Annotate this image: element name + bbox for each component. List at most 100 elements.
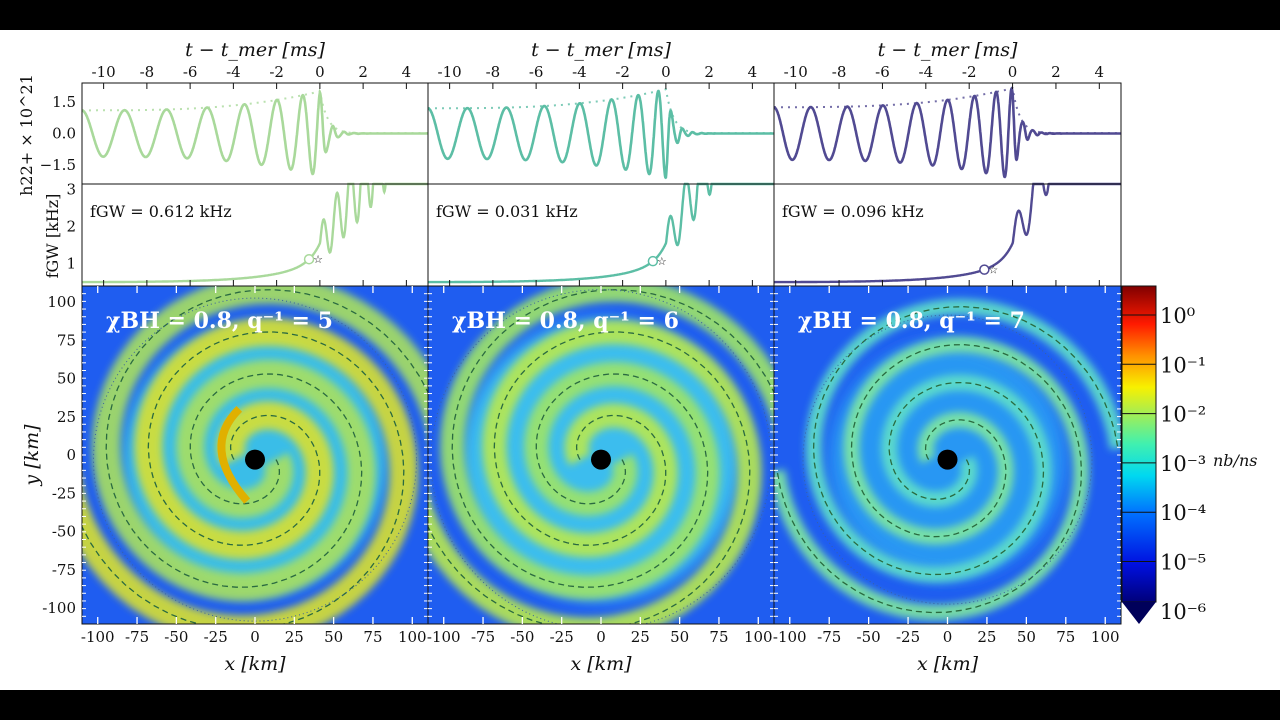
x-tick-label: -4 <box>572 63 587 81</box>
black-hole <box>591 449 611 470</box>
waveform-line <box>81 88 428 176</box>
panel-label: χBH = 0.8, q⁻¹ = 7 <box>798 308 1025 334</box>
y-tick-label: -25 <box>52 484 76 502</box>
x-tick-label: -2 <box>269 63 284 81</box>
colorbar-tick-label: 10⁻¹ <box>1160 353 1206 377</box>
y-tick-label: -50 <box>52 523 76 541</box>
x-tick-label: -100 <box>773 628 807 646</box>
merger-circle-marker <box>979 264 990 275</box>
amplitude-envelope <box>774 87 1121 135</box>
x-tick-label: -100 <box>427 628 461 646</box>
density-contour <box>428 331 751 624</box>
colorbar-tick-label: 10⁻² <box>1160 403 1206 427</box>
panel-label: χBH = 0.8, q⁻¹ = 6 <box>452 308 679 334</box>
x-axis-label: x [km] <box>224 653 286 675</box>
x-tick-label: 4 <box>748 63 758 81</box>
fgw-annotation: fGW = 0.612 kHz <box>90 202 232 221</box>
waveform-line <box>427 89 774 180</box>
x-tick-label: 100 <box>1091 628 1120 646</box>
x-tick-label: -4 <box>919 63 934 81</box>
freq-y-tick-label: 1 <box>66 255 76 273</box>
waveform-column: ☆ fGW = 0.096 kHz -10 -8 -6 -4 -2 0 2 4 t − t_mer … <box>773 39 1122 675</box>
y-axis-label: y [km] <box>21 424 43 487</box>
density-contour <box>105 289 428 588</box>
x-axis-label: x [km] <box>917 653 979 675</box>
fgw-annotation: fGW = 0.031 kHz <box>436 202 578 221</box>
merger-circle-marker <box>647 255 659 267</box>
x-tick-label: -6 <box>183 63 198 81</box>
wave-y-tick-label: −1.5 <box>40 156 76 174</box>
colorbar-tick-label: 10⁻⁵ <box>1160 551 1206 575</box>
waveform-line <box>773 86 1121 179</box>
y-tick-label: 75 <box>57 331 76 349</box>
time-axis-label: t − t_mer [ms] <box>185 39 325 61</box>
fgw-annotation: fGW = 0.096 kHz <box>782 202 924 221</box>
star-marker: ☆ <box>313 253 323 266</box>
x-tick-label: 0 <box>250 628 260 646</box>
x-tick-label: -100 <box>81 628 115 646</box>
x-tick-label: 4 <box>1095 63 1105 81</box>
x-tick-label: -75 <box>125 628 149 646</box>
x-tick-label: -10 <box>92 63 116 81</box>
y-tick-label: 100 <box>47 293 76 311</box>
figure-svg: ☆ fGW = 0.612 kHz -10 -8 -6 -4 -2 0 2 4 t − t_mer … <box>17 39 1257 675</box>
x-tick-label: 100 <box>398 628 427 646</box>
x-tick-label: -25 <box>204 628 228 646</box>
dotted-contour <box>802 314 1093 605</box>
x-tick-label: 100 <box>744 628 773 646</box>
freq-axes-frame <box>427 183 775 287</box>
density-contour <box>776 344 1083 614</box>
density-map <box>82 286 428 624</box>
figure: ☆ fGW = 0.612 kHz -10 -8 -6 -4 -2 0 2 4 t − t_mer … <box>0 30 1280 690</box>
density-map <box>428 286 774 624</box>
black-hole <box>937 449 958 470</box>
freq-y-tick-label: 3 <box>66 181 76 199</box>
x-tick-label: -10 <box>438 63 462 81</box>
x-tick-label: -75 <box>471 628 495 646</box>
colorbar-tick-label: 10⁻³ <box>1160 452 1206 476</box>
x-tick-label: 50 <box>324 628 343 646</box>
x-tick-label: -8 <box>832 63 847 81</box>
merger-circle-marker <box>303 253 315 265</box>
star-marker: ☆ <box>988 264 998 277</box>
x-tick-label: 2 <box>704 63 714 81</box>
freq-axes-frame <box>773 183 1122 287</box>
dotted-contour <box>93 297 417 622</box>
frequency-line <box>82 182 428 284</box>
y-tick-label: 50 <box>57 370 76 388</box>
x-tick-label: 75 <box>709 628 728 646</box>
colorbar-tick-label: 10⁻⁴ <box>1160 501 1206 525</box>
colorbar: 10⁰ 10⁻¹ 10⁻² 10⁻³ 10⁻⁴ 10⁻⁵ 10⁻⁶ nb/ns <box>1121 285 1257 624</box>
wave-y-axis-label: h22+ × 10^21 <box>17 74 36 196</box>
colorbar-tick-label: 10⁰ <box>1160 304 1195 328</box>
x-tick-label: 0 <box>596 628 606 646</box>
x-tick-label: 0 <box>661 63 671 81</box>
high-density-crescent <box>217 406 251 504</box>
waveform-column: ☆ fGW = 0.612 kHz -10 -8 -6 -4 -2 0 2 4 t − t_mer … <box>81 39 429 675</box>
x-tick-label: -6 <box>875 63 890 81</box>
x-tick-label: 25 <box>285 628 304 646</box>
x-tick-label: -2 <box>615 63 630 81</box>
x-tick-label: -75 <box>817 628 841 646</box>
x-tick-label: 4 <box>402 63 412 81</box>
wave-y-tick-label: 0.0 <box>52 125 76 143</box>
x-tick-label: -10 <box>784 63 808 81</box>
star-marker: ☆ <box>657 255 667 268</box>
panel-label: χBH = 0.8, q⁻¹ = 5 <box>106 308 333 334</box>
frequency-line <box>428 182 774 284</box>
x-tick-label: 50 <box>670 628 689 646</box>
density-contour <box>451 289 774 588</box>
y-tick-label: 25 <box>57 408 76 426</box>
frequency-line <box>774 182 1121 284</box>
x-tick-label: -50 <box>857 628 881 646</box>
y-tick-label: -75 <box>52 561 76 579</box>
x-tick-label: -6 <box>529 63 544 81</box>
amplitude-envelope <box>427 88 774 135</box>
wave-y-tick-label: 1.5 <box>52 93 76 111</box>
x-tick-label: -25 <box>896 628 920 646</box>
x-tick-label: 0 <box>1008 63 1018 81</box>
colorbar-extend-arrow <box>1122 602 1156 624</box>
x-tick-label: -2 <box>962 63 977 81</box>
freq-y-tick-label: 2 <box>66 218 76 236</box>
x-axis-label: x [km] <box>570 653 632 675</box>
